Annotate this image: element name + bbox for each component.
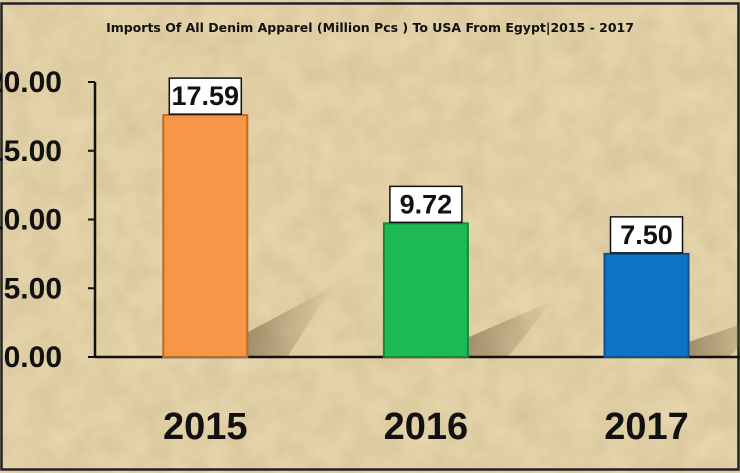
chart-title: Imports Of All Denim Apparel (Million Pc… xyxy=(106,20,634,35)
bar-2015 xyxy=(162,114,249,358)
data-label: 7.50 xyxy=(620,220,673,250)
x-category-label: 2016 xyxy=(384,406,469,448)
bar-2016 xyxy=(382,222,469,358)
x-category-label: 2017 xyxy=(604,406,689,448)
data-label-box xyxy=(168,77,243,115)
y-tick-label: 20.00 xyxy=(0,66,62,99)
bar-shadow xyxy=(688,324,740,357)
y-tick-label: 5.00 xyxy=(4,272,62,305)
x-category-label: 2015 xyxy=(163,406,248,448)
data-label-box xyxy=(609,216,684,254)
data-label: 17.59 xyxy=(172,81,240,111)
data-labels: 17.59 9.72 7.50 xyxy=(168,77,684,254)
bar-shadow xyxy=(247,287,333,357)
data-label-box xyxy=(389,185,463,224)
bar-shadows xyxy=(247,287,740,357)
data-label: 9.72 xyxy=(400,189,453,219)
bar-shadow xyxy=(467,300,553,357)
y-tick-label: 10.00 xyxy=(0,204,62,237)
y-tick-label: 15.00 xyxy=(0,135,62,168)
y-tick-label: 0.00 xyxy=(4,341,62,374)
bar-2017 xyxy=(603,252,690,358)
bars xyxy=(162,114,690,358)
y-axis-ticks: 0.00 5.00 10.00 15.00 20.00 xyxy=(0,66,95,374)
x-axis-categories: 2015 2016 2017 xyxy=(163,406,689,448)
